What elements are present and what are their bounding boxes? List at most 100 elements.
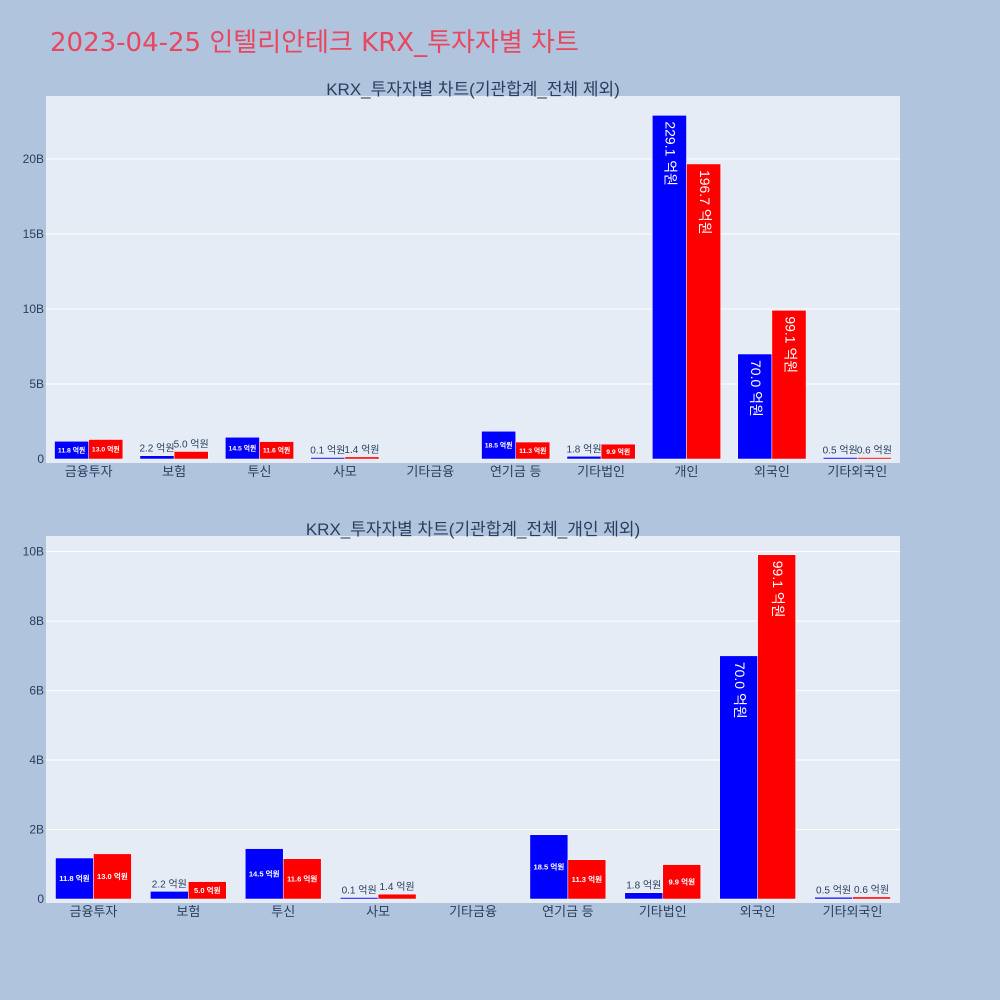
y-tick-label: 15B xyxy=(23,227,44,241)
bar-buy xyxy=(55,857,94,900)
x-tick-label: 사모 xyxy=(333,464,357,479)
data-label: 70.0 억원 xyxy=(732,662,748,719)
data-label: 11.8 억원 xyxy=(58,445,85,454)
bar-buy xyxy=(719,655,758,900)
data-label: 13.0 억원 xyxy=(97,871,128,881)
x-tick-label: 연기금 등 xyxy=(490,464,541,479)
y-tick-label: 10B xyxy=(23,545,44,559)
y-tick-label: 20B xyxy=(23,152,44,166)
bar-sell xyxy=(188,881,227,900)
data-label: 0.5 억원 xyxy=(823,445,858,457)
bar-sell xyxy=(173,451,209,460)
page-title: 2023-04-25 인텔리안테크 KRX_투자자별 차트 xyxy=(50,28,579,58)
chart-title: KRX_투자자별 차트(기관합계_전체 제외) xyxy=(326,80,620,99)
bar-sell xyxy=(852,896,891,900)
bar-buy xyxy=(737,353,773,460)
x-tick-label: 외국인 xyxy=(754,464,790,479)
bar-buy xyxy=(624,892,664,900)
data-label: 2.2 억원 xyxy=(152,878,187,890)
x-tick-label: 투신 xyxy=(271,904,295,919)
data-label: 0.6 억원 xyxy=(857,445,892,457)
bar-sell xyxy=(93,853,132,900)
data-label: 11.6 억원 xyxy=(263,446,290,455)
data-label: 9.9 억원 xyxy=(668,876,695,886)
bar-sell xyxy=(567,859,607,900)
data-label: 14.5 억원 xyxy=(229,443,257,452)
bar-buy xyxy=(150,891,189,900)
chart-1: 0 5B 10B 15B 20B KRX_투자자별 차트(기관합계_전체 제외) 금융투자 1… xyxy=(23,80,900,479)
data-label: 99.1 억원 xyxy=(782,316,798,373)
bar-sell xyxy=(757,554,796,900)
data-label: 9.9 억원 xyxy=(606,447,630,456)
data-label: 229.1 억원 xyxy=(663,121,679,186)
x-tick-label: 기타금융 xyxy=(406,464,454,479)
data-label: 0.6 억원 xyxy=(854,884,889,896)
bar-sell xyxy=(377,893,417,900)
bar-sell xyxy=(771,310,807,460)
x-tick-label: 기타법인 xyxy=(577,464,625,479)
x-tick-label: 기타외국인 xyxy=(823,904,883,919)
data-label: 11.3 억원 xyxy=(519,446,546,455)
bar-buy xyxy=(814,897,853,900)
data-label: 1.8 억원 xyxy=(566,443,601,455)
x-tick-label: 연기금 등 xyxy=(542,904,593,919)
x-tick-label: 보험 xyxy=(176,904,200,919)
data-label: 14.5 억원 xyxy=(249,868,280,878)
data-label: 99.1 억원 xyxy=(770,561,786,618)
bar-buy xyxy=(339,897,379,900)
x-tick-label: 기타금융 xyxy=(449,904,497,919)
bar-buy xyxy=(139,455,175,460)
bar-buy xyxy=(481,431,516,460)
x-tick-label: 금융투자 xyxy=(70,904,118,919)
bar-sell xyxy=(686,163,721,460)
data-label: 0.1 억원 xyxy=(342,885,377,897)
bar-buy xyxy=(529,834,569,900)
y-tick-label: 0 xyxy=(37,892,44,906)
chart-title: KRX_투자자별 차트(기관합계_전체_개인 제외) xyxy=(306,520,640,539)
bar-buy xyxy=(245,848,284,900)
y-tick-label: 4B xyxy=(29,753,44,767)
data-label: 11.6 억원 xyxy=(287,873,317,883)
bar-sell xyxy=(282,858,322,900)
y-tick-label: 2B xyxy=(29,823,44,837)
data-label: 0.1 억원 xyxy=(310,445,345,457)
data-label: 11.8 억원 xyxy=(59,873,89,883)
data-label: 5.0 억원 xyxy=(194,885,221,895)
data-label: 2.2 억원 xyxy=(139,443,174,455)
x-tick-label: 사모 xyxy=(366,904,390,919)
bar-buy xyxy=(566,456,602,460)
chart-2: 0 2B 4B 6B 8B 10B KRX_투자자별 차트(기관합계_전체_개인 제외) 금융… xyxy=(23,520,900,919)
bar-sell xyxy=(259,441,294,460)
bar-sell xyxy=(857,457,892,460)
data-label: 196.7 억원 xyxy=(697,170,713,235)
bar-buy xyxy=(652,115,687,460)
x-tick-label: 개인 xyxy=(675,464,699,479)
x-tick-label: 금융투자 xyxy=(65,464,113,479)
data-label: 1.8 억원 xyxy=(626,880,661,892)
x-tick-label: 보험 xyxy=(162,464,186,479)
x-tick-label: 기타외국인 xyxy=(827,464,887,479)
y-tick-label: 0 xyxy=(37,452,44,466)
bar-buy xyxy=(822,457,858,460)
data-label: 11.3 억원 xyxy=(572,874,602,884)
x-tick-label: 기타법인 xyxy=(639,904,687,919)
data-label: 1.4 억원 xyxy=(380,881,415,893)
data-label: 70.0 억원 xyxy=(748,360,764,417)
bar-buy xyxy=(310,457,346,460)
data-label: 0.5 억원 xyxy=(816,884,851,896)
y-tick-label: 6B xyxy=(29,684,44,698)
data-label: 18.5 억원 xyxy=(534,861,565,871)
x-tick-label: 투신 xyxy=(248,464,272,479)
y-tick-label: 10B xyxy=(23,302,44,316)
bar-sell xyxy=(344,456,380,460)
bar-sell xyxy=(515,441,551,460)
data-label: 13.0 억원 xyxy=(92,445,120,454)
y-tick-label: 5B xyxy=(29,377,44,391)
data-label: 1.4 억원 xyxy=(344,444,379,456)
bar-sell xyxy=(600,443,636,460)
data-label: 5.0 억원 xyxy=(174,439,209,451)
y-tick-label: 8B xyxy=(29,614,44,628)
x-tick-label: 외국인 xyxy=(740,904,776,919)
data-label: 18.5 억원 xyxy=(485,440,513,449)
